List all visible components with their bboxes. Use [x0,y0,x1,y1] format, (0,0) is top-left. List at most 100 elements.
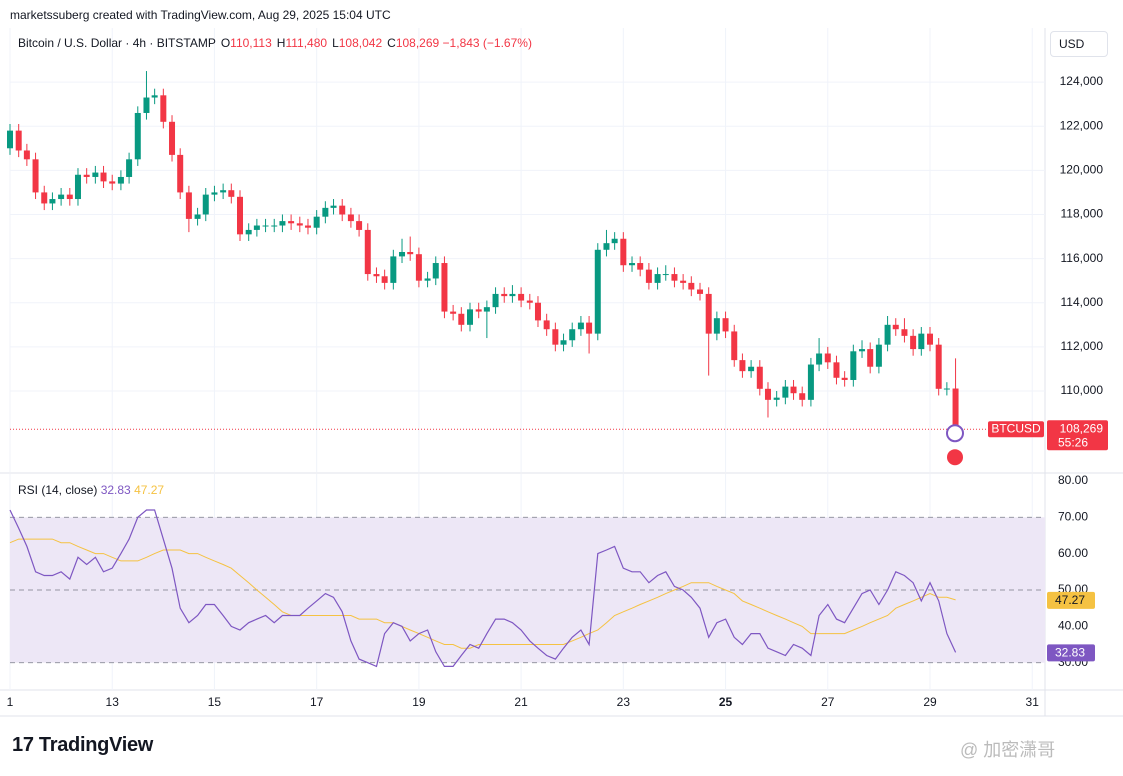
candle-body [415,254,422,281]
candle-body [637,263,644,270]
candle-body [109,181,116,184]
candle-body [399,251,406,257]
candle-body [892,324,899,330]
symbol-tag-text: BTCUSD [991,421,1041,435]
candle-body [458,313,465,325]
candle-body [74,174,81,200]
x-tick-label: 15 [208,695,222,709]
x-tick-label: 23 [617,695,631,709]
candle-body [782,386,789,398]
candle-body [816,353,823,365]
candle-body [629,263,636,266]
x-tick-label: 29 [923,695,937,709]
candle-body [790,386,797,394]
candle-body [92,172,99,177]
candle-body [850,351,857,380]
candle-body [594,249,601,334]
candle-body [739,360,746,372]
candle-body [483,307,490,312]
candle-body [253,225,260,230]
y-tick-label: 120,000 [1060,163,1104,177]
candle-body [169,121,176,155]
attribution: marketssuberg created with TradingView.c… [10,8,391,22]
countdown: 55:26 [1058,435,1088,449]
candle-body [373,274,380,277]
y-tick-label: 124,000 [1060,74,1104,88]
currency-button[interactable]: USD [1050,31,1108,57]
candle-body [603,243,610,250]
candle-body [339,205,346,215]
ohlc-value: 108,269 [395,36,440,50]
candle-body [23,150,30,160]
candle-body [322,207,329,217]
candle-body [32,159,39,193]
candle-body [731,331,738,361]
candle-body [288,221,295,224]
candle-body [697,289,703,294]
symbol-legend: Bitcoin / U.S. Dollar · 4h · BITSTAMP O11… [18,36,532,50]
change: −1,843 (−1.67%) [442,36,532,50]
ohlc-value: 108,042 [338,36,383,50]
candle-body [705,293,712,334]
candle-body [518,293,525,301]
candle-body [177,154,184,193]
candle-body [228,190,235,197]
rsi-value: 32.83 [100,483,131,497]
candle-body [654,274,661,283]
candle-body [364,229,371,275]
candle-body [194,214,201,219]
candle-body [160,95,167,122]
candle-body [910,335,917,350]
candle-body [688,282,695,290]
x-tick-label: 27 [821,695,835,709]
symbol: Bitcoin / U.S. Dollar · 4h · BITSTAMP [18,36,216,50]
x-tick-label: 1 [7,695,14,709]
candle-body [15,130,22,151]
candle-body [859,349,866,352]
watermark: @ 加密潇哥 [960,740,1056,760]
ohlc-key: L [332,36,339,50]
candle-body [211,192,218,195]
x-tick-label: 31 [1026,695,1040,709]
y-tick-label: 80.00 [1058,473,1088,487]
rsi-line [9,509,957,668]
rsi-line [9,538,956,649]
value-tag-text: 32.83 [1055,646,1085,660]
ohlc-value: 110,113 [230,36,272,50]
ohlc-key: H [276,36,286,50]
candle-body [901,329,908,336]
candle-body [509,293,516,297]
candle-body [526,300,533,303]
candle-body [237,196,243,235]
value-tag-text: 47.27 [1055,593,1085,607]
candle-body [543,320,550,330]
candle-body [151,95,158,98]
candle-body [7,130,13,149]
candle-body [534,302,541,321]
candle-body [824,353,831,363]
candle-body [450,311,457,314]
candle-body [662,274,669,276]
candle-body [952,388,959,430]
event-icon [946,424,964,443]
candle-body [586,322,593,334]
candle-body [875,344,882,367]
candle-body [424,278,431,281]
x-tick-label: 21 [514,695,528,709]
candle-body [347,214,354,222]
candle-body [620,238,627,266]
y-tick-label: 110,000 [1061,383,1104,397]
x-tick-label: 13 [106,695,120,709]
candle-body [773,397,780,400]
brand: 17 TradingView [12,734,154,756]
candle-body [841,377,848,380]
candle-body [492,293,499,308]
candle-body [611,238,618,244]
candle-body [680,280,687,283]
ohlc-key: C [387,36,396,50]
candle-body [867,349,874,367]
candle-body [833,362,840,378]
candle-body [764,388,771,400]
price-tag [1047,420,1108,451]
